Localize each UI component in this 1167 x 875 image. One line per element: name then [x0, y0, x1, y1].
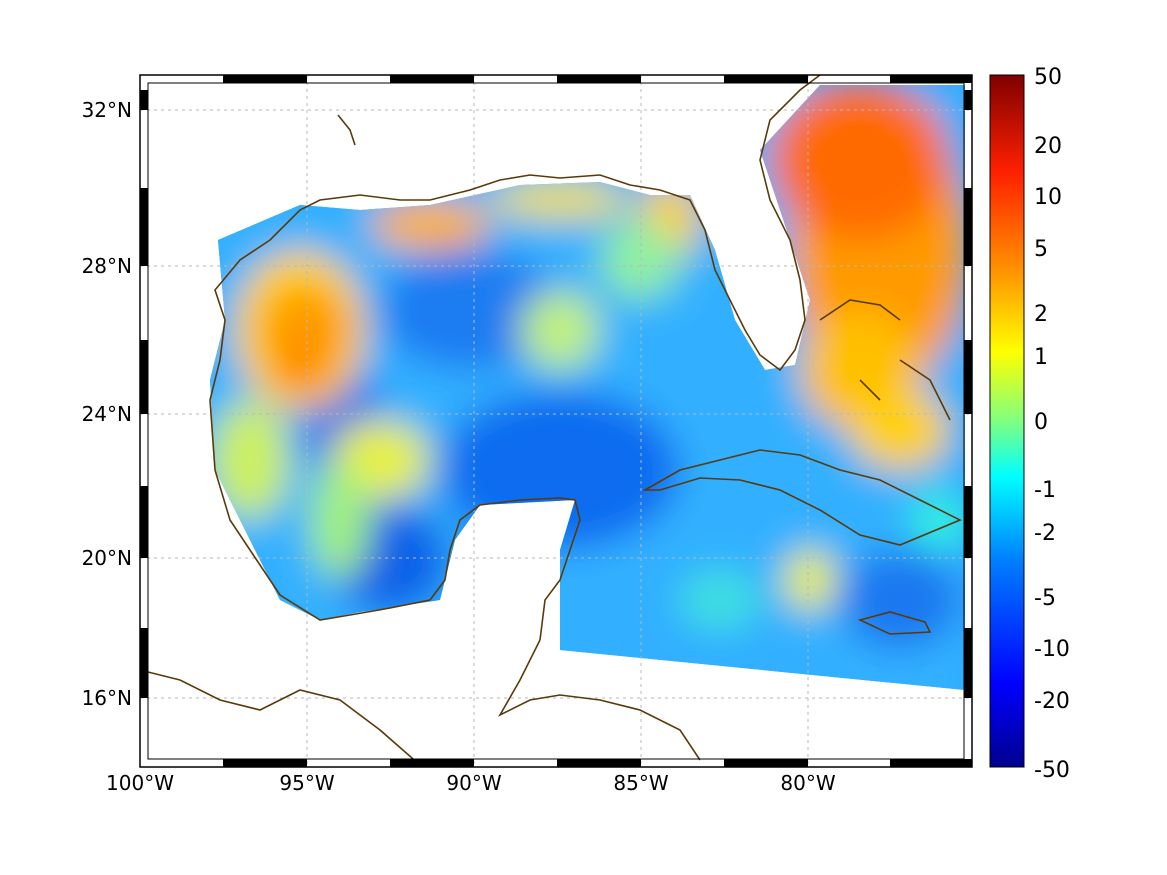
latitude-labels: 32°N 28°N 24°N 20°N 16°N [82, 98, 132, 710]
lon-label: 100°W [106, 771, 174, 795]
sea-level-field [210, 85, 965, 690]
longitude-labels: 100°W 95°W 90°W 85°W 80°W [106, 771, 836, 795]
lat-label: 20°N [82, 546, 132, 570]
colorbar-label: 20 [1034, 134, 1062, 159]
lat-label: 24°N [82, 402, 132, 426]
colorbar-label: -10 [1034, 637, 1070, 662]
colorbar-label: -1 [1034, 478, 1056, 503]
colorbar-label: 2 [1034, 302, 1048, 327]
map-frame [139, 74, 973, 768]
colorbar-label: 5 [1034, 237, 1048, 262]
colorbar-scale [989, 74, 1025, 768]
lon-label: 95°W [279, 771, 334, 795]
lat-label: 16°N [82, 686, 132, 710]
lon-label: 85°W [613, 771, 668, 795]
graticule [140, 75, 972, 767]
lon-label: 90°W [446, 771, 501, 795]
colorbar: 50 20 10 5 2 1 0 -1 -2 -5 -10 -20 -50 [989, 65, 1070, 783]
colorbar-label: -2 [1034, 521, 1056, 546]
colorbar-label: 10 [1034, 185, 1062, 210]
colorbar-label: 50 [1034, 65, 1062, 90]
lat-label: 28°N [82, 254, 132, 278]
lon-label: 80°W [780, 771, 835, 795]
coastline [139, 74, 962, 766]
colorbar-label: -50 [1034, 758, 1070, 783]
colorbar-label: -5 [1034, 586, 1056, 611]
colorbar-label: 1 [1034, 345, 1048, 370]
lat-label: 32°N [82, 98, 132, 122]
colorbar-label: 0 [1034, 410, 1048, 435]
colorbar-label: -20 [1034, 689, 1070, 714]
